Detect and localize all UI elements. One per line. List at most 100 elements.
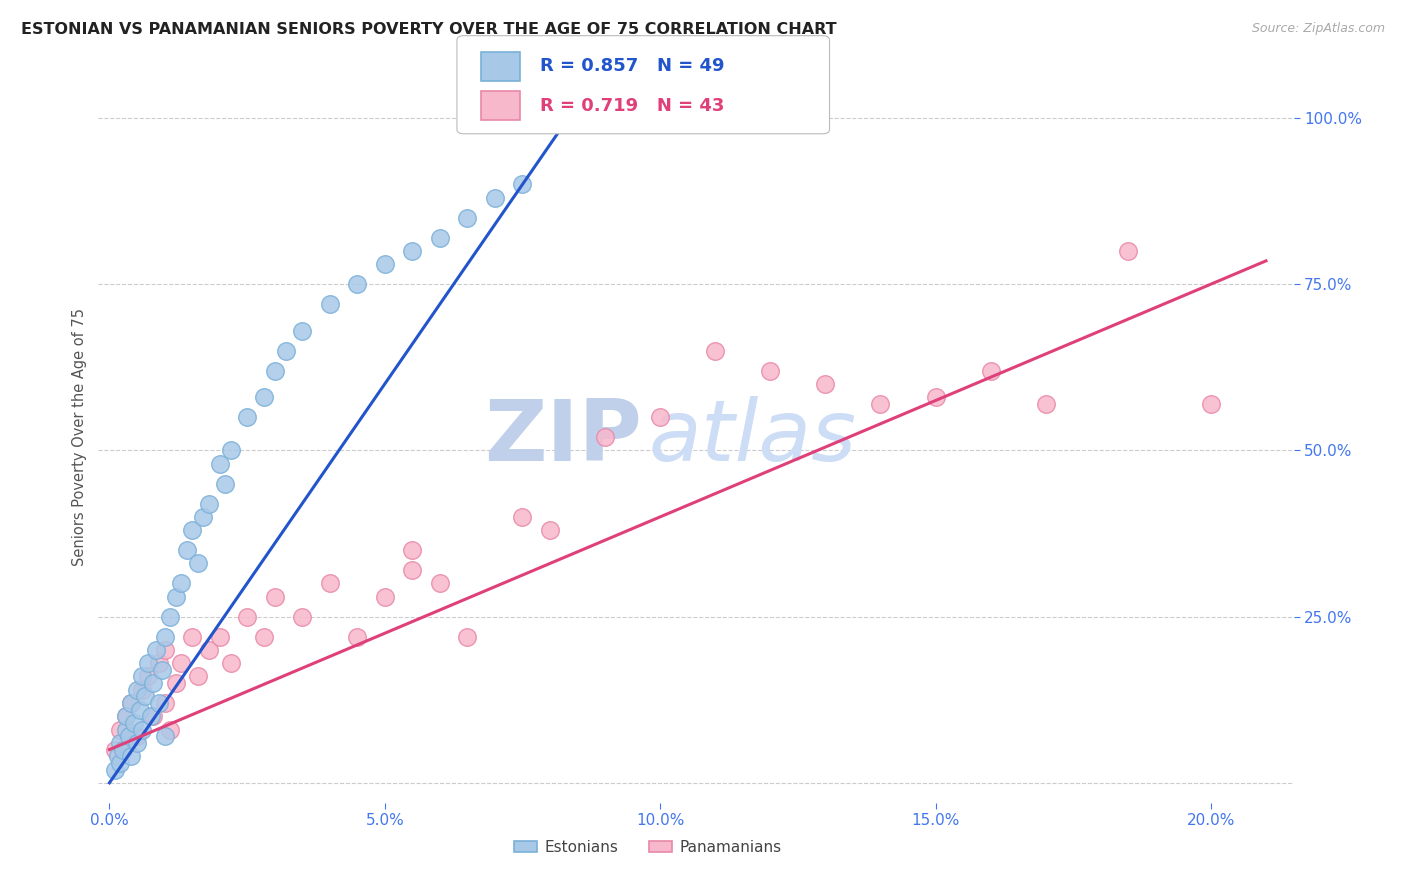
Text: Source: ZipAtlas.com: Source: ZipAtlas.com: [1251, 22, 1385, 36]
Point: [429, 230, 451, 244]
Point: [650, 410, 672, 425]
Point: [104, 742, 127, 756]
Point: [128, 703, 150, 717]
Point: [115, 709, 138, 723]
Point: [263, 590, 285, 604]
Point: [484, 191, 506, 205]
Point: [115, 709, 138, 723]
Point: [125, 682, 148, 697]
Point: [112, 742, 135, 756]
Point: [593, 430, 616, 444]
Point: [1035, 397, 1057, 411]
Point: [236, 410, 259, 425]
Point: [274, 343, 297, 358]
Point: [346, 630, 368, 644]
Point: [136, 669, 159, 683]
Point: [291, 609, 314, 624]
Point: [176, 543, 198, 558]
Point: [107, 749, 129, 764]
Point: [153, 630, 176, 644]
Point: [159, 609, 181, 624]
Point: [374, 257, 396, 271]
Point: [374, 590, 396, 604]
Point: [110, 756, 132, 770]
Point: [214, 476, 236, 491]
Text: R = 0.857   N = 49: R = 0.857 N = 49: [540, 57, 724, 76]
Point: [401, 543, 423, 558]
Point: [170, 656, 193, 670]
Point: [142, 709, 165, 723]
Point: [148, 696, 170, 710]
Text: ESTONIAN VS PANAMANIAN SENIORS POVERTY OVER THE AGE OF 75 CORRELATION CHART: ESTONIAN VS PANAMANIAN SENIORS POVERTY O…: [21, 22, 837, 37]
Point: [512, 178, 534, 192]
Legend: Estonians, Panamanians: Estonians, Panamanians: [508, 834, 789, 861]
Point: [121, 696, 143, 710]
Point: [104, 763, 127, 777]
Point: [181, 523, 204, 537]
Point: [150, 663, 173, 677]
Point: [401, 244, 423, 258]
Text: R = 0.719   N = 43: R = 0.719 N = 43: [540, 96, 724, 115]
Point: [319, 297, 342, 311]
Text: atlas: atlas: [648, 395, 856, 479]
Point: [456, 211, 478, 225]
Point: [704, 343, 727, 358]
Point: [165, 676, 187, 690]
Point: [131, 682, 153, 697]
Point: [236, 609, 259, 624]
Point: [759, 363, 782, 377]
Point: [197, 643, 219, 657]
Point: [319, 576, 342, 591]
Point: [401, 563, 423, 577]
Point: [512, 509, 534, 524]
Point: [110, 736, 132, 750]
Point: [145, 643, 167, 657]
Point: [125, 729, 148, 743]
Point: [131, 669, 153, 683]
Text: ZIP: ZIP: [485, 395, 643, 479]
Point: [153, 643, 176, 657]
Y-axis label: Seniors Poverty Over the Age of 75: Seniors Poverty Over the Age of 75: [72, 308, 87, 566]
Point: [142, 676, 165, 690]
Point: [208, 457, 231, 471]
Point: [110, 723, 132, 737]
Point: [170, 576, 193, 591]
Point: [219, 656, 242, 670]
Point: [153, 729, 176, 743]
Point: [538, 523, 561, 537]
Point: [197, 497, 219, 511]
Point: [159, 723, 181, 737]
Point: [121, 749, 143, 764]
Point: [131, 723, 153, 737]
Point: [121, 696, 143, 710]
Point: [134, 690, 156, 704]
Point: [125, 736, 148, 750]
Point: [118, 729, 141, 743]
Point: [429, 576, 451, 591]
Point: [814, 376, 837, 391]
Point: [219, 443, 242, 458]
Point: [153, 696, 176, 710]
Point: [253, 630, 276, 644]
Point: [181, 630, 204, 644]
Point: [122, 716, 145, 731]
Point: [165, 590, 187, 604]
Point: [208, 630, 231, 644]
Point: [148, 656, 170, 670]
Point: [1199, 397, 1222, 411]
Point: [187, 557, 209, 571]
Point: [980, 363, 1002, 377]
Point: [187, 669, 209, 683]
Point: [136, 656, 159, 670]
Point: [191, 509, 214, 524]
Point: [263, 363, 285, 377]
Point: [291, 324, 314, 338]
Point: [115, 723, 138, 737]
Point: [1116, 244, 1139, 258]
Point: [346, 277, 368, 292]
Point: [253, 390, 276, 404]
Point: [924, 390, 946, 404]
Point: [139, 709, 162, 723]
Point: [869, 397, 891, 411]
Point: [456, 630, 478, 644]
